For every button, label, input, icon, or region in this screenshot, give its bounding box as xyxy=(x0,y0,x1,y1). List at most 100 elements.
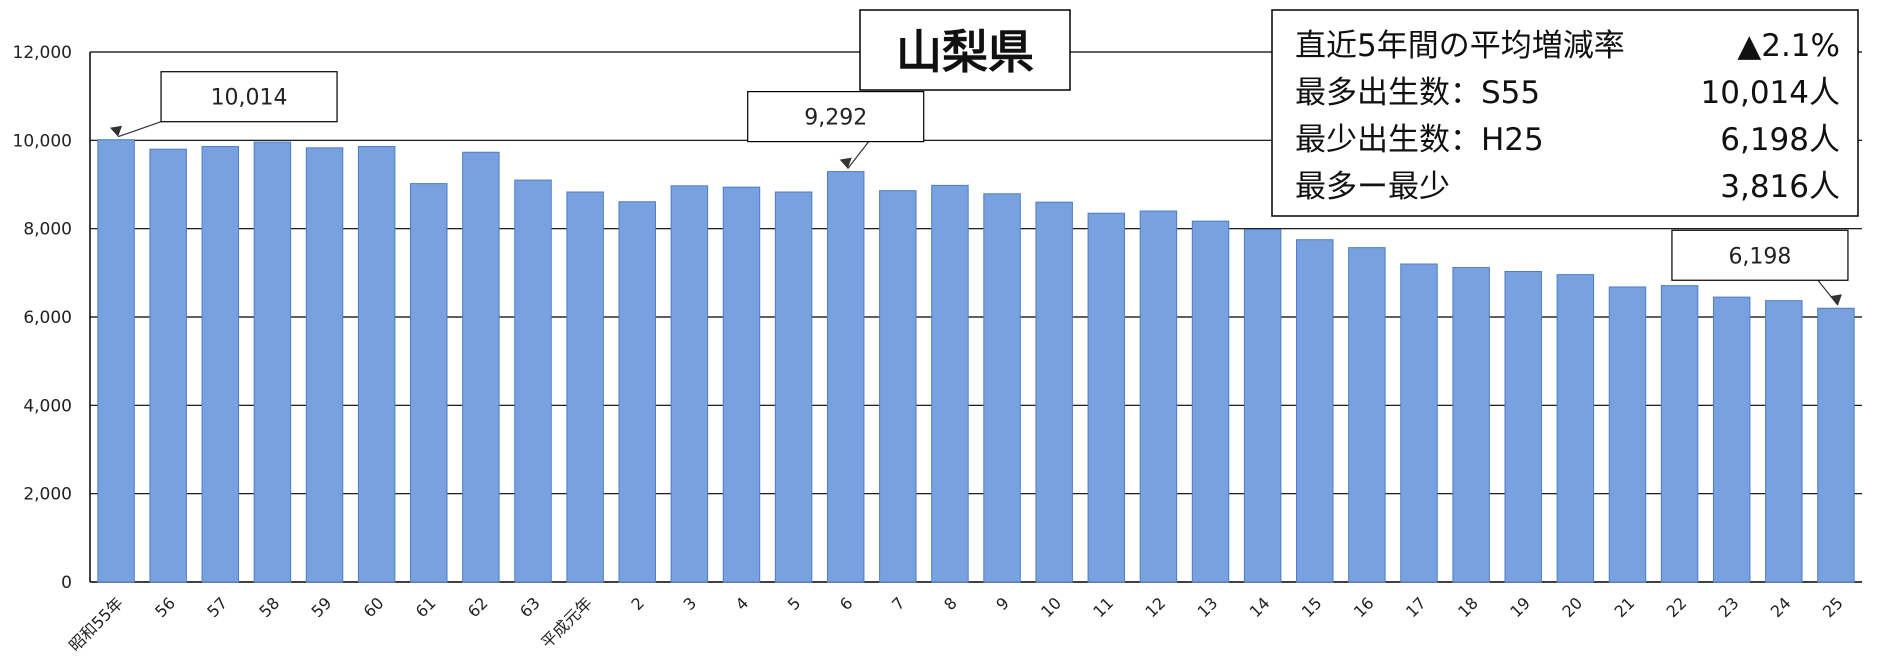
bar xyxy=(1660,285,1699,583)
y-axis-ticks: 0 2,000 4,000 6,000 8,000 10,000 12,000 xyxy=(13,43,72,593)
x-category-label: 10 xyxy=(1037,593,1065,621)
x-category-label: 17 xyxy=(1402,593,1430,621)
callout-box xyxy=(1671,229,1849,281)
x-category-label: 57 xyxy=(203,593,231,621)
bar xyxy=(1087,212,1126,583)
stats-box: 直近5年間の平均増減率 ▲2.1% 最多出生数：S55 10,014人 最少出生… xyxy=(1271,9,1859,217)
stat-label-max-births: 最多出生数：S55 xyxy=(1295,75,1540,111)
callout-arrowhead xyxy=(1829,294,1842,306)
bar xyxy=(1139,210,1178,583)
x-category-label: 11 xyxy=(1089,593,1117,621)
y-tick-label: 12,000 xyxy=(13,43,72,63)
callout-box xyxy=(160,71,338,123)
bar xyxy=(305,147,344,583)
x-category-label: 平成元年 xyxy=(537,593,596,652)
bar xyxy=(1817,307,1855,583)
x-category-label: 2 xyxy=(627,593,648,614)
bar xyxy=(879,190,917,583)
x-category-label: 18 xyxy=(1454,593,1482,621)
y-tick-label: 8,000 xyxy=(23,220,72,240)
y-tick-label: 6,000 xyxy=(23,308,72,328)
x-category-label: 19 xyxy=(1506,593,1534,621)
y-tick-label: 0 xyxy=(61,573,72,593)
x-category-label: 58 xyxy=(255,593,283,621)
x-category-label: 23 xyxy=(1715,593,1743,621)
x-category-label: 6 xyxy=(836,593,857,614)
bar xyxy=(1400,263,1438,583)
x-category-label: 12 xyxy=(1141,593,1169,621)
bar xyxy=(253,141,292,583)
stat-value-max-births: 10,014人 xyxy=(1701,75,1840,111)
callout-leader-line xyxy=(847,141,870,169)
x-category-label: 21 xyxy=(1610,593,1638,621)
bar xyxy=(618,201,656,583)
chart-title: 山梨県 xyxy=(896,25,1034,79)
bar xyxy=(514,179,552,583)
bar xyxy=(1452,267,1490,583)
bar xyxy=(410,183,448,583)
stat-value-avg-change: ▲2.1% xyxy=(1737,28,1840,64)
x-category-label: 20 xyxy=(1558,593,1586,621)
x-category-label: 4 xyxy=(732,593,753,614)
y-tick-label: 4,000 xyxy=(23,396,72,416)
bar xyxy=(722,186,761,583)
bars xyxy=(97,139,1855,583)
stat-label-min-births: 最少出生数：H25 xyxy=(1295,122,1544,158)
x-category-label: 25 xyxy=(1819,593,1847,621)
x-category-label: 5 xyxy=(784,593,805,614)
callout-arrowhead xyxy=(839,157,852,169)
bar xyxy=(670,185,709,583)
bar xyxy=(1243,229,1282,583)
x-category-label: 16 xyxy=(1350,593,1378,621)
bar xyxy=(931,184,969,583)
x-category-label: 24 xyxy=(1767,593,1795,621)
bar xyxy=(1191,220,1230,583)
stat-label-difference: 最多ー最少 xyxy=(1295,169,1450,205)
x-category-label: 8 xyxy=(940,593,961,614)
bar xyxy=(1504,271,1542,583)
bar xyxy=(774,191,813,583)
bar xyxy=(1296,239,1334,583)
callout-label: 6,198 xyxy=(1728,244,1791,269)
bar xyxy=(983,193,1021,583)
callout-arrowhead xyxy=(110,125,123,137)
x-category-label: 63 xyxy=(516,593,544,621)
callout-leader-line xyxy=(117,121,162,138)
x-category-label: 59 xyxy=(308,593,336,621)
x-category-label: 14 xyxy=(1246,593,1274,621)
x-category-label: 7 xyxy=(888,593,909,614)
stat-label-avg-change: 直近5年間の平均増減率 xyxy=(1295,28,1625,64)
callouts: 10,014 9,292 6,198 xyxy=(110,71,1849,306)
chart-title-box: 山梨県 xyxy=(859,9,1071,91)
x-category-label: 61 xyxy=(412,593,440,621)
bar xyxy=(1608,286,1647,583)
callout-label: 10,014 xyxy=(211,86,288,111)
callout-box xyxy=(747,91,925,143)
x-category-label: 60 xyxy=(360,593,388,621)
bar xyxy=(1348,247,1386,583)
x-category-label: 15 xyxy=(1298,593,1326,621)
x-category-label: 9 xyxy=(992,593,1013,614)
bar xyxy=(357,146,396,583)
x-category-label: 3 xyxy=(680,593,701,614)
x-category-label: 昭和55年 xyxy=(65,593,127,655)
bar xyxy=(462,151,500,583)
stat-value-difference: 3,816人 xyxy=(1720,169,1840,205)
bar xyxy=(201,146,240,583)
x-category-label: 13 xyxy=(1194,593,1222,621)
y-tick-label: 10,000 xyxy=(13,131,72,151)
callout-label: 9,292 xyxy=(804,106,867,131)
bar xyxy=(1035,201,1073,583)
x-category-label: 22 xyxy=(1663,593,1691,621)
stat-value-min-births: 6,198人 xyxy=(1720,122,1840,158)
bar xyxy=(97,139,135,583)
x-category-label: 62 xyxy=(464,593,492,621)
bar xyxy=(149,148,187,583)
bar xyxy=(1765,300,1803,583)
bar xyxy=(1712,296,1751,583)
x-category-label: 56 xyxy=(151,593,179,621)
y-tick-label: 2,000 xyxy=(23,485,72,505)
